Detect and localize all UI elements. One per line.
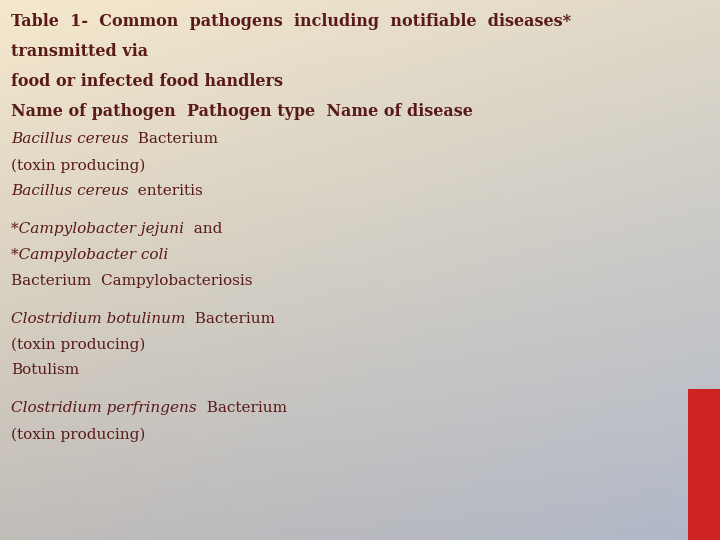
Text: (toxin producing): (toxin producing) bbox=[11, 338, 145, 352]
Text: Botulism: Botulism bbox=[11, 363, 79, 377]
Text: Clostridium perfringens: Clostridium perfringens bbox=[11, 401, 197, 415]
Text: enteritis: enteritis bbox=[128, 184, 203, 198]
Text: *Campylobacter coli: *Campylobacter coli bbox=[11, 248, 168, 262]
Text: Bacillus cereus: Bacillus cereus bbox=[11, 132, 128, 146]
Text: *Campylobacter jejuni: *Campylobacter jejuni bbox=[11, 222, 184, 236]
Text: Bacterium: Bacterium bbox=[185, 312, 275, 326]
Bar bbox=[688, 389, 720, 540]
Text: and: and bbox=[184, 222, 222, 236]
Text: Name of pathogen  Pathogen type  Name of disease: Name of pathogen Pathogen type Name of d… bbox=[11, 103, 472, 119]
Text: Bacterium  Campylobacteriosis: Bacterium Campylobacteriosis bbox=[11, 274, 252, 288]
Text: food or infected food handlers: food or infected food handlers bbox=[11, 73, 283, 90]
Text: Bacillus cereus: Bacillus cereus bbox=[11, 184, 128, 198]
Text: Bacterium: Bacterium bbox=[197, 401, 287, 415]
Text: (toxin producing): (toxin producing) bbox=[11, 158, 145, 173]
Text: Clostridium botulinum: Clostridium botulinum bbox=[11, 312, 185, 326]
Text: transmitted via: transmitted via bbox=[11, 43, 148, 60]
Text: (toxin producing): (toxin producing) bbox=[11, 427, 145, 442]
Text: Table  1-  Common  pathogens  including  notifiable  diseases*: Table 1- Common pathogens including noti… bbox=[11, 14, 571, 30]
Text: Bacterium: Bacterium bbox=[128, 132, 218, 146]
